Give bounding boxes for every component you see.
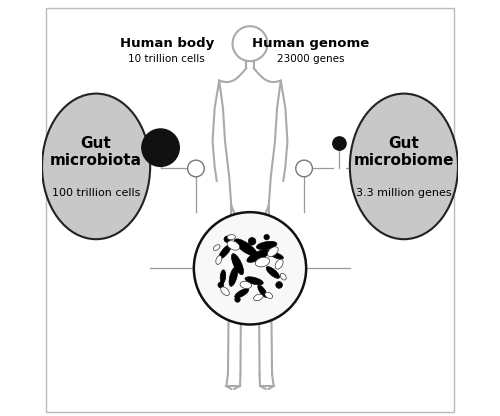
Ellipse shape (280, 273, 286, 280)
Circle shape (188, 160, 204, 177)
Ellipse shape (214, 245, 220, 250)
Ellipse shape (275, 259, 283, 269)
Ellipse shape (247, 249, 270, 262)
Ellipse shape (235, 297, 240, 302)
Circle shape (194, 212, 306, 324)
Text: Gut
microbiota: Gut microbiota (50, 136, 142, 168)
Text: Gut
microbiome: Gut microbiome (354, 136, 454, 168)
Ellipse shape (234, 289, 248, 298)
Ellipse shape (224, 236, 230, 242)
Ellipse shape (248, 238, 256, 245)
FancyBboxPatch shape (46, 8, 454, 412)
Ellipse shape (229, 267, 237, 286)
Ellipse shape (218, 282, 224, 288)
Ellipse shape (42, 94, 150, 239)
Circle shape (142, 129, 180, 166)
Ellipse shape (265, 292, 272, 299)
Ellipse shape (220, 270, 226, 283)
Ellipse shape (221, 287, 230, 295)
Ellipse shape (266, 267, 280, 278)
Ellipse shape (232, 254, 243, 275)
Ellipse shape (234, 239, 257, 256)
Ellipse shape (254, 294, 263, 301)
Ellipse shape (245, 277, 263, 285)
Ellipse shape (219, 245, 231, 259)
Ellipse shape (216, 255, 222, 265)
Ellipse shape (240, 281, 252, 289)
Circle shape (296, 160, 312, 177)
Text: 10 trillion cells: 10 trillion cells (128, 54, 205, 64)
Ellipse shape (264, 234, 270, 240)
Ellipse shape (258, 285, 267, 297)
Text: Human genome: Human genome (252, 37, 369, 50)
Text: 100 trillion cells: 100 trillion cells (52, 188, 141, 198)
Ellipse shape (227, 241, 239, 250)
Ellipse shape (227, 235, 235, 240)
Ellipse shape (276, 282, 282, 288)
Ellipse shape (256, 257, 270, 267)
Text: Human body: Human body (120, 37, 214, 50)
Text: 23000 genes: 23000 genes (276, 54, 344, 64)
Ellipse shape (268, 247, 278, 257)
Ellipse shape (256, 241, 277, 250)
Ellipse shape (350, 94, 458, 239)
Text: 3.3 million genes: 3.3 million genes (356, 188, 452, 198)
Circle shape (333, 137, 346, 150)
Ellipse shape (270, 253, 283, 259)
